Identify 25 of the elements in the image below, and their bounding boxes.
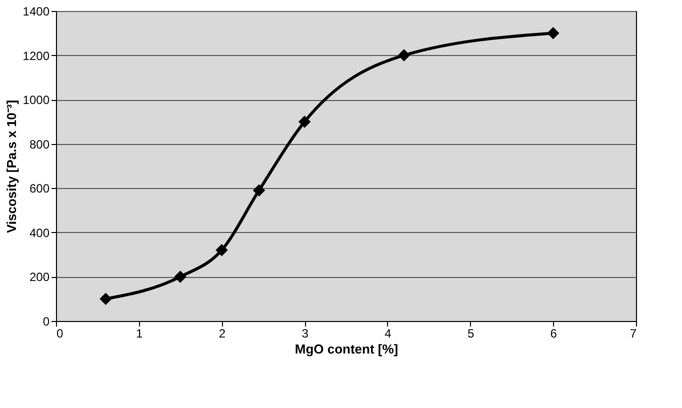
y-tick-label: 200	[29, 270, 50, 284]
x-tick-label: 4	[384, 326, 392, 340]
y-tick-label: 600	[29, 182, 50, 196]
point	[100, 292, 112, 305]
y-axis-title: Viscosity [Pa.s x 10⁻³]	[4, 100, 19, 234]
y-tick-label: 1200	[22, 48, 50, 63]
y-tick-label: 400	[29, 226, 50, 240]
point	[398, 49, 410, 62]
x-axis-title: MgO content [%]	[294, 342, 398, 356]
point	[298, 116, 311, 128]
x-tick-label: 6	[550, 326, 558, 340]
y-tick-label: 0	[42, 314, 50, 328]
y-tick-label: 800	[29, 137, 50, 152]
x-tick-label: 5	[467, 326, 474, 340]
x-tick-label: 2	[218, 326, 226, 340]
x-tick-label: 3	[302, 326, 309, 340]
y-tick-label: 1400	[22, 4, 50, 18]
point	[547, 27, 560, 40]
point	[252, 184, 266, 196]
x-tick-label: 1	[136, 326, 144, 340]
x-tick-label: 0	[56, 326, 64, 340]
point	[174, 270, 186, 283]
y-tick-label: 1000	[22, 93, 50, 108]
point	[216, 244, 228, 256]
x-tick-label: 7	[630, 326, 637, 340]
